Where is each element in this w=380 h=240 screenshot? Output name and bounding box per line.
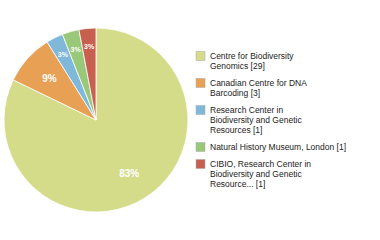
- legend-label: Canadian Centre for DNABarcoding [3]: [210, 78, 307, 98]
- legend-label: Research Center inBiodiversity and Genet…: [210, 105, 302, 135]
- legend-swatch: [196, 52, 205, 61]
- slice: [4, 28, 188, 212]
- data-label: 3%: [84, 43, 95, 50]
- legend-swatch: [196, 143, 205, 152]
- chart: 83%9%3%3%3%Centre for BiodiversityGenomi…: [0, 0, 380, 240]
- data-labels: 83%9%3%3%3%: [42, 43, 139, 178]
- legend-swatch: [196, 160, 205, 169]
- data-label: 83%: [119, 168, 139, 179]
- legend-label: CIBIO, Research Center inBiodiversity an…: [210, 159, 311, 189]
- legend-label: Natural History Museum, London [1]: [210, 142, 346, 152]
- legend-swatch: [196, 106, 205, 115]
- legend-label: Centre for BiodiversityGenomics [29]: [210, 51, 294, 71]
- legend-swatch: [196, 79, 205, 88]
- data-label: 3%: [58, 51, 69, 58]
- data-label: 3%: [71, 46, 82, 53]
- data-label: 9%: [42, 73, 57, 84]
- legend: Centre for BiodiversityGenomics [29] Cana…: [196, 51, 346, 189]
- slice: [79, 28, 96, 120]
- pie: [4, 28, 188, 212]
